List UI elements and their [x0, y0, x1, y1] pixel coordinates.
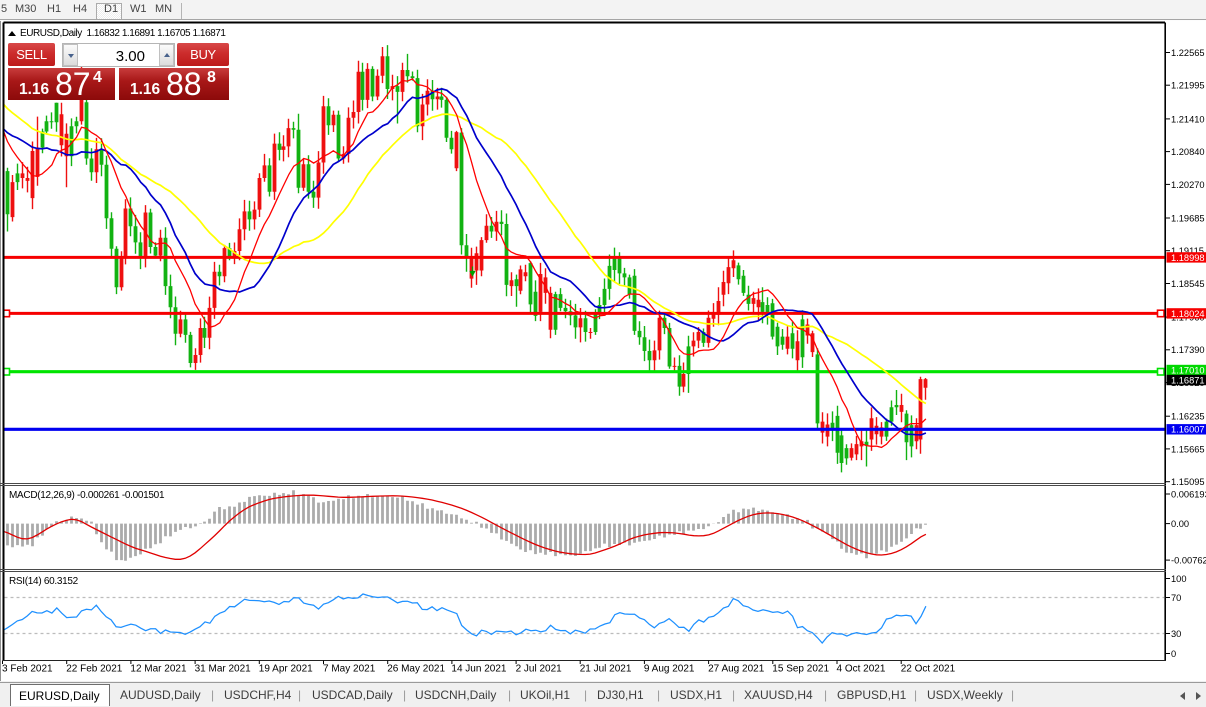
svg-text:22 Oct 2021: 22 Oct 2021: [901, 664, 956, 675]
svg-text:31 Mar 2021: 31 Mar 2021: [195, 664, 252, 675]
svg-text:9 Aug 2021: 9 Aug 2021: [644, 664, 695, 675]
svg-text:1.19115: 1.19115: [1171, 246, 1204, 256]
svg-text:0.006193: 0.006193: [1171, 489, 1206, 499]
svg-text:70: 70: [1171, 593, 1181, 603]
svg-text:15 Sep 2021: 15 Sep 2021: [772, 664, 829, 675]
svg-text:4 Oct 2021: 4 Oct 2021: [837, 664, 886, 675]
svg-text:100: 100: [1171, 574, 1187, 584]
svg-text:1.20270: 1.20270: [1171, 180, 1205, 190]
svg-text:1.16007: 1.16007: [1171, 425, 1205, 435]
svg-text:0.00: 0.00: [1171, 519, 1189, 529]
svg-text:1.18024: 1.18024: [1171, 309, 1205, 319]
svg-text:1.20840: 1.20840: [1171, 147, 1205, 157]
svg-text:1.21995: 1.21995: [1171, 81, 1205, 91]
svg-text:1.15095: 1.15095: [1171, 477, 1205, 487]
svg-text:12 Mar 2021: 12 Mar 2021: [130, 664, 187, 675]
svg-text:1.17390: 1.17390: [1171, 345, 1205, 355]
svg-text:1.21410: 1.21410: [1171, 114, 1205, 124]
svg-text:2 Jul 2021: 2 Jul 2021: [516, 664, 563, 675]
svg-text:30: 30: [1171, 629, 1181, 639]
svg-text:27 Aug 2021: 27 Aug 2021: [708, 664, 765, 675]
svg-text:21 Jul 2021: 21 Jul 2021: [580, 664, 632, 675]
svg-text:1.19685: 1.19685: [1171, 213, 1205, 223]
svg-text:3 Feb 2021: 3 Feb 2021: [2, 664, 53, 675]
svg-text:22 Feb 2021: 22 Feb 2021: [66, 664, 123, 675]
svg-text:14 Jun 2021: 14 Jun 2021: [451, 664, 506, 675]
svg-text:1.18545: 1.18545: [1171, 279, 1205, 289]
svg-text:7 May 2021: 7 May 2021: [323, 664, 376, 675]
svg-text:26 May 2021: 26 May 2021: [387, 664, 445, 675]
svg-text:1.16235: 1.16235: [1171, 412, 1205, 422]
svg-text:1.22565: 1.22565: [1171, 48, 1205, 58]
svg-text:19 Apr 2021: 19 Apr 2021: [259, 664, 313, 675]
svg-text:1.18998: 1.18998: [1171, 253, 1205, 263]
svg-text:-0.00762: -0.00762: [1171, 556, 1206, 566]
svg-text:1.16871: 1.16871: [1171, 375, 1205, 385]
svg-text:0: 0: [1171, 649, 1176, 659]
svg-text:1.15665: 1.15665: [1171, 444, 1205, 454]
svg-text:1.17010: 1.17010: [1171, 365, 1205, 375]
